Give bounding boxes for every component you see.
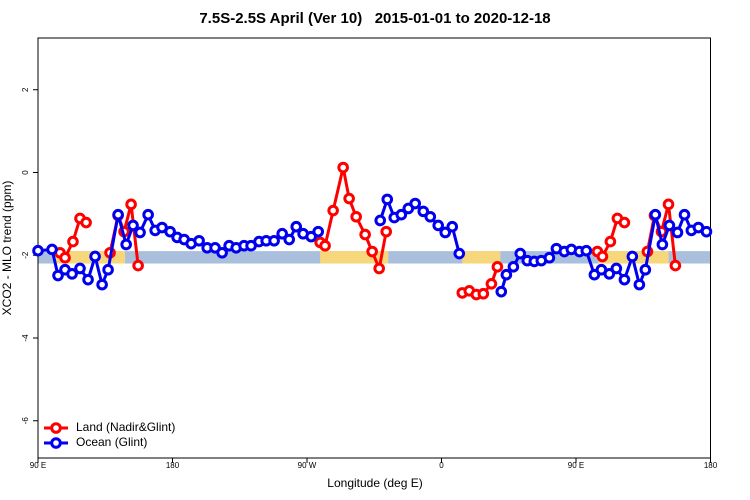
x-tick-label: 180 xyxy=(166,461,180,470)
data-point xyxy=(120,238,132,251)
data-point xyxy=(80,216,92,229)
x-tick-label: 180 xyxy=(704,461,718,470)
data-point xyxy=(359,228,371,241)
chart-title: 7.5S-2.5S April (Ver 10) 2015-01-01 to 2… xyxy=(199,10,550,27)
data-point xyxy=(327,204,339,217)
data-point xyxy=(268,234,280,247)
x-tick-label: 90 E xyxy=(30,461,46,470)
data-point xyxy=(507,261,520,273)
data-point xyxy=(319,239,331,252)
data-point xyxy=(193,234,205,247)
data-point xyxy=(700,225,713,238)
data-point xyxy=(678,208,691,221)
data-point xyxy=(283,233,296,246)
data-point xyxy=(596,250,609,263)
data-point xyxy=(74,262,86,275)
y-tick-label: 2 xyxy=(21,87,30,92)
data-point xyxy=(432,219,445,232)
legend-marker xyxy=(50,422,62,434)
data-point xyxy=(276,227,288,240)
data-point xyxy=(373,262,385,275)
data-point xyxy=(580,244,593,257)
data-point xyxy=(649,208,662,221)
data-point xyxy=(662,198,675,211)
data-point xyxy=(417,205,430,218)
data-point xyxy=(543,251,556,264)
data-point xyxy=(439,226,452,239)
data-point xyxy=(604,235,617,248)
data-point xyxy=(514,247,527,260)
data-point xyxy=(102,263,114,276)
data-point xyxy=(639,263,652,276)
data-point xyxy=(656,238,669,251)
data-point xyxy=(610,262,623,275)
data-point xyxy=(312,225,325,238)
data-point xyxy=(96,278,108,291)
data-point xyxy=(381,193,394,206)
data-point xyxy=(374,214,387,227)
data-point xyxy=(633,278,646,291)
data-point xyxy=(59,251,71,264)
legend-marker xyxy=(50,437,62,449)
data-point xyxy=(127,219,139,232)
y-tick-label: -6 xyxy=(21,417,30,425)
data-point xyxy=(216,246,228,259)
data-point xyxy=(343,192,355,205)
data-point xyxy=(132,259,144,272)
x-tick-label: 0 xyxy=(439,461,444,470)
data-point xyxy=(669,259,682,272)
data-point xyxy=(663,219,676,232)
x-axis-label: Longitude (deg E) xyxy=(327,476,422,490)
data-point xyxy=(66,268,78,280)
data-point xyxy=(491,261,504,273)
data-point xyxy=(603,268,616,280)
data-point xyxy=(46,243,58,256)
data-point xyxy=(290,220,303,233)
data-point xyxy=(395,208,408,221)
data-point xyxy=(142,208,154,221)
y-tick-label: -4 xyxy=(21,334,30,342)
land-span xyxy=(462,251,501,264)
legend-label: Ocean (Glint) xyxy=(76,435,147,449)
data-point xyxy=(366,245,378,258)
data-point xyxy=(32,244,44,257)
data-point xyxy=(337,161,349,174)
data-point xyxy=(626,250,639,263)
data-point xyxy=(112,208,124,221)
data-point xyxy=(52,269,64,282)
y-tick-label: -2 xyxy=(21,251,30,259)
data-point xyxy=(67,235,79,248)
data-point xyxy=(380,225,393,238)
data-point xyxy=(485,277,498,290)
series-line xyxy=(319,166,388,270)
data-point xyxy=(495,285,508,298)
data-point xyxy=(125,198,137,211)
data-point xyxy=(500,268,513,281)
data-point xyxy=(671,226,684,239)
data-point xyxy=(618,273,631,286)
data-point xyxy=(446,220,459,233)
data-point xyxy=(453,247,466,260)
data-point xyxy=(134,226,146,239)
y-tick-label: 0 xyxy=(21,170,30,175)
data-point xyxy=(618,216,631,229)
legend-label: Land (Nadir&Glint) xyxy=(76,420,175,434)
x-tick-label: 90 W xyxy=(298,461,317,470)
data-point xyxy=(477,287,490,300)
data-point xyxy=(424,210,437,223)
x-tick-label: 90 E xyxy=(568,461,584,470)
data-point xyxy=(89,250,101,263)
data-point xyxy=(350,210,362,223)
data-point xyxy=(164,225,176,238)
data-point xyxy=(82,273,94,286)
land-span xyxy=(320,251,389,264)
y-axis-label: XCO2 - MLO trend (ppm) xyxy=(0,181,14,316)
data-point xyxy=(409,197,421,210)
